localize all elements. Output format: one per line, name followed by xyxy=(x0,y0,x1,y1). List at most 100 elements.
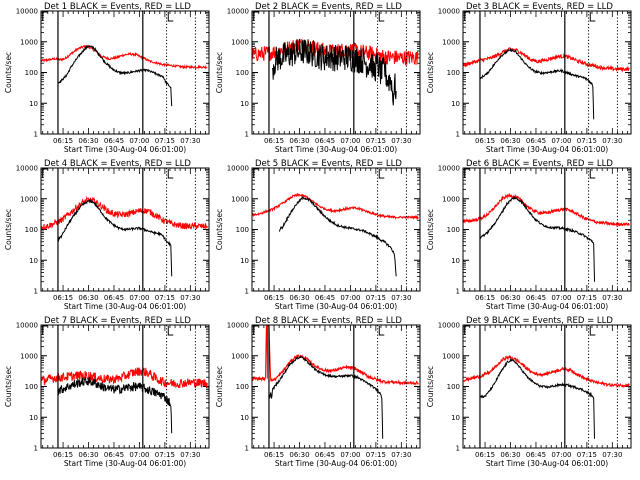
y-tick-label: 1 xyxy=(245,288,249,296)
x-tick-label: 07:00 xyxy=(551,294,571,302)
x-tick-label: 07:00 xyxy=(340,451,360,459)
y-tick-label: 1000 xyxy=(442,38,460,46)
x-tick-label: 07:15 xyxy=(366,451,386,459)
x-tick-label: 06:30 xyxy=(289,137,309,145)
y-tick-label: 1000 xyxy=(20,195,38,203)
y-tick-label: 10000 xyxy=(438,165,460,173)
events-series-line xyxy=(479,195,595,282)
panel-det-1: Det 1 BLACK = Events, RED = LLD 1 10 100 100… xyxy=(4,2,210,154)
x-tick-label: 06:15 xyxy=(264,294,284,302)
y-axis-label: Counts/sec xyxy=(4,366,13,407)
y-axis-label: Counts/sec xyxy=(215,209,224,250)
plot-frame xyxy=(251,324,421,449)
x-tick-label: 06:45 xyxy=(315,137,335,145)
panel-det-3: Det 3 BLACK = Events, RED = LLD 1 10 100 100… xyxy=(426,2,632,154)
y-tick-label: 10000 xyxy=(16,322,38,330)
x-tick-label: 07:15 xyxy=(155,137,175,145)
y-tick-label: 10 xyxy=(29,257,38,265)
y-tick-label: 1 xyxy=(456,445,460,453)
x-tick-label: 07:00 xyxy=(340,294,360,302)
y-tick-label: 1 xyxy=(456,288,460,296)
x-tick-label: 06:30 xyxy=(289,294,309,302)
x-tick-label: 07:15 xyxy=(577,451,597,459)
bracket-marker xyxy=(378,326,385,336)
bracket-marker xyxy=(464,325,470,335)
plot-frame xyxy=(462,167,632,292)
x-axis-label: Start Time (30-Aug-04 06:01:00) xyxy=(486,459,608,468)
x-tick-label: 07:15 xyxy=(366,294,386,302)
x-tick-label: 07:30 xyxy=(602,294,622,302)
bracket-marker xyxy=(253,11,259,21)
bracket-marker xyxy=(589,12,596,22)
y-tick-label: 1000 xyxy=(231,352,249,360)
y-axis-label: Counts/sec xyxy=(426,366,435,407)
bracket-marker xyxy=(378,169,385,179)
y-tick-label: 1 xyxy=(34,445,38,453)
events-series-line xyxy=(57,376,173,434)
y-tick-label: 100 xyxy=(236,226,249,234)
lld-series-line xyxy=(463,192,630,227)
y-tick-label: 100 xyxy=(25,226,38,234)
y-tick-label: 10000 xyxy=(16,8,38,16)
y-axis-label: Counts/sec xyxy=(426,52,435,93)
bracket-marker xyxy=(589,169,596,179)
bracket-marker xyxy=(42,11,48,21)
plot-frame xyxy=(40,324,210,449)
panel-title: Det 8 BLACK = Events, RED = LLD xyxy=(255,316,402,326)
bracket-marker xyxy=(589,326,596,336)
y-tick-label: 100 xyxy=(236,69,249,77)
panel-title: Det 7 BLACK = Events, RED = LLD xyxy=(44,316,191,326)
lld-series-line xyxy=(41,195,208,231)
y-tick-label: 10000 xyxy=(227,8,249,16)
lld-series-line xyxy=(252,325,419,386)
events-series-line xyxy=(271,39,397,106)
x-tick-label: 06:45 xyxy=(104,294,124,302)
y-tick-label: 10000 xyxy=(227,322,249,330)
x-tick-label: 07:15 xyxy=(155,294,175,302)
events-series-line xyxy=(57,198,173,277)
panel-det-4: Det 4 BLACK = Events, RED = LLD 1 10 100 100… xyxy=(4,159,210,311)
x-tick-label: 06:30 xyxy=(78,137,98,145)
x-tick-label: 06:45 xyxy=(104,451,124,459)
x-tick-label: 07:00 xyxy=(551,451,571,459)
x-axis-label: Start Time (30-Aug-04 06:01:00) xyxy=(275,459,397,468)
x-tick-label: 06:30 xyxy=(500,294,520,302)
events-series-line xyxy=(268,355,384,439)
y-tick-label: 10000 xyxy=(438,8,460,16)
panel-title: Det 1 BLACK = Events, RED = LLD xyxy=(44,2,191,12)
x-tick-label: 07:30 xyxy=(180,451,200,459)
x-tick-label: 06:45 xyxy=(526,294,546,302)
x-axis-label: Start Time (30-Aug-04 06:01:00) xyxy=(275,302,397,311)
x-tick-label: 06:45 xyxy=(104,137,124,145)
x-tick-label: 06:15 xyxy=(53,451,73,459)
y-tick-label: 10000 xyxy=(16,165,38,173)
y-tick-label: 100 xyxy=(25,383,38,391)
y-tick-label: 1 xyxy=(456,131,460,139)
y-tick-label: 1 xyxy=(34,131,38,139)
bracket-marker xyxy=(378,12,385,22)
y-axis-label: Counts/sec xyxy=(4,209,13,250)
y-axis-label: Counts/sec xyxy=(4,52,13,93)
y-tick-label: 1 xyxy=(245,131,249,139)
events-series-line xyxy=(479,357,595,439)
panel-det-7: Det 7 BLACK = Events, RED = LLD 1 10 100 100… xyxy=(4,316,210,468)
x-axis-label: Start Time (30-Aug-04 06:01:00) xyxy=(486,302,608,311)
x-tick-label: 07:15 xyxy=(366,137,386,145)
y-tick-label: 100 xyxy=(447,69,460,77)
y-tick-label: 10 xyxy=(240,257,249,265)
panel-det-6: Det 6 BLACK = Events, RED = LLD 1 10 100 100… xyxy=(426,159,632,311)
lld-series-line xyxy=(41,44,208,70)
lld-series-line xyxy=(463,46,630,73)
y-axis-label: Counts/sec xyxy=(215,366,224,407)
bracket-marker xyxy=(253,325,259,335)
x-tick-label: 07:30 xyxy=(180,294,200,302)
events-series-line xyxy=(479,48,595,120)
y-tick-label: 1000 xyxy=(231,195,249,203)
plot-frame xyxy=(40,167,210,292)
y-tick-label: 10000 xyxy=(227,165,249,173)
panel-title: Det 5 BLACK = Events, RED = LLD xyxy=(255,159,402,169)
x-axis-label: Start Time (30-Aug-04 06:01:00) xyxy=(64,302,186,311)
x-tick-label: 07:15 xyxy=(577,294,597,302)
x-tick-label: 07:00 xyxy=(551,137,571,145)
plot-frame xyxy=(251,167,421,292)
